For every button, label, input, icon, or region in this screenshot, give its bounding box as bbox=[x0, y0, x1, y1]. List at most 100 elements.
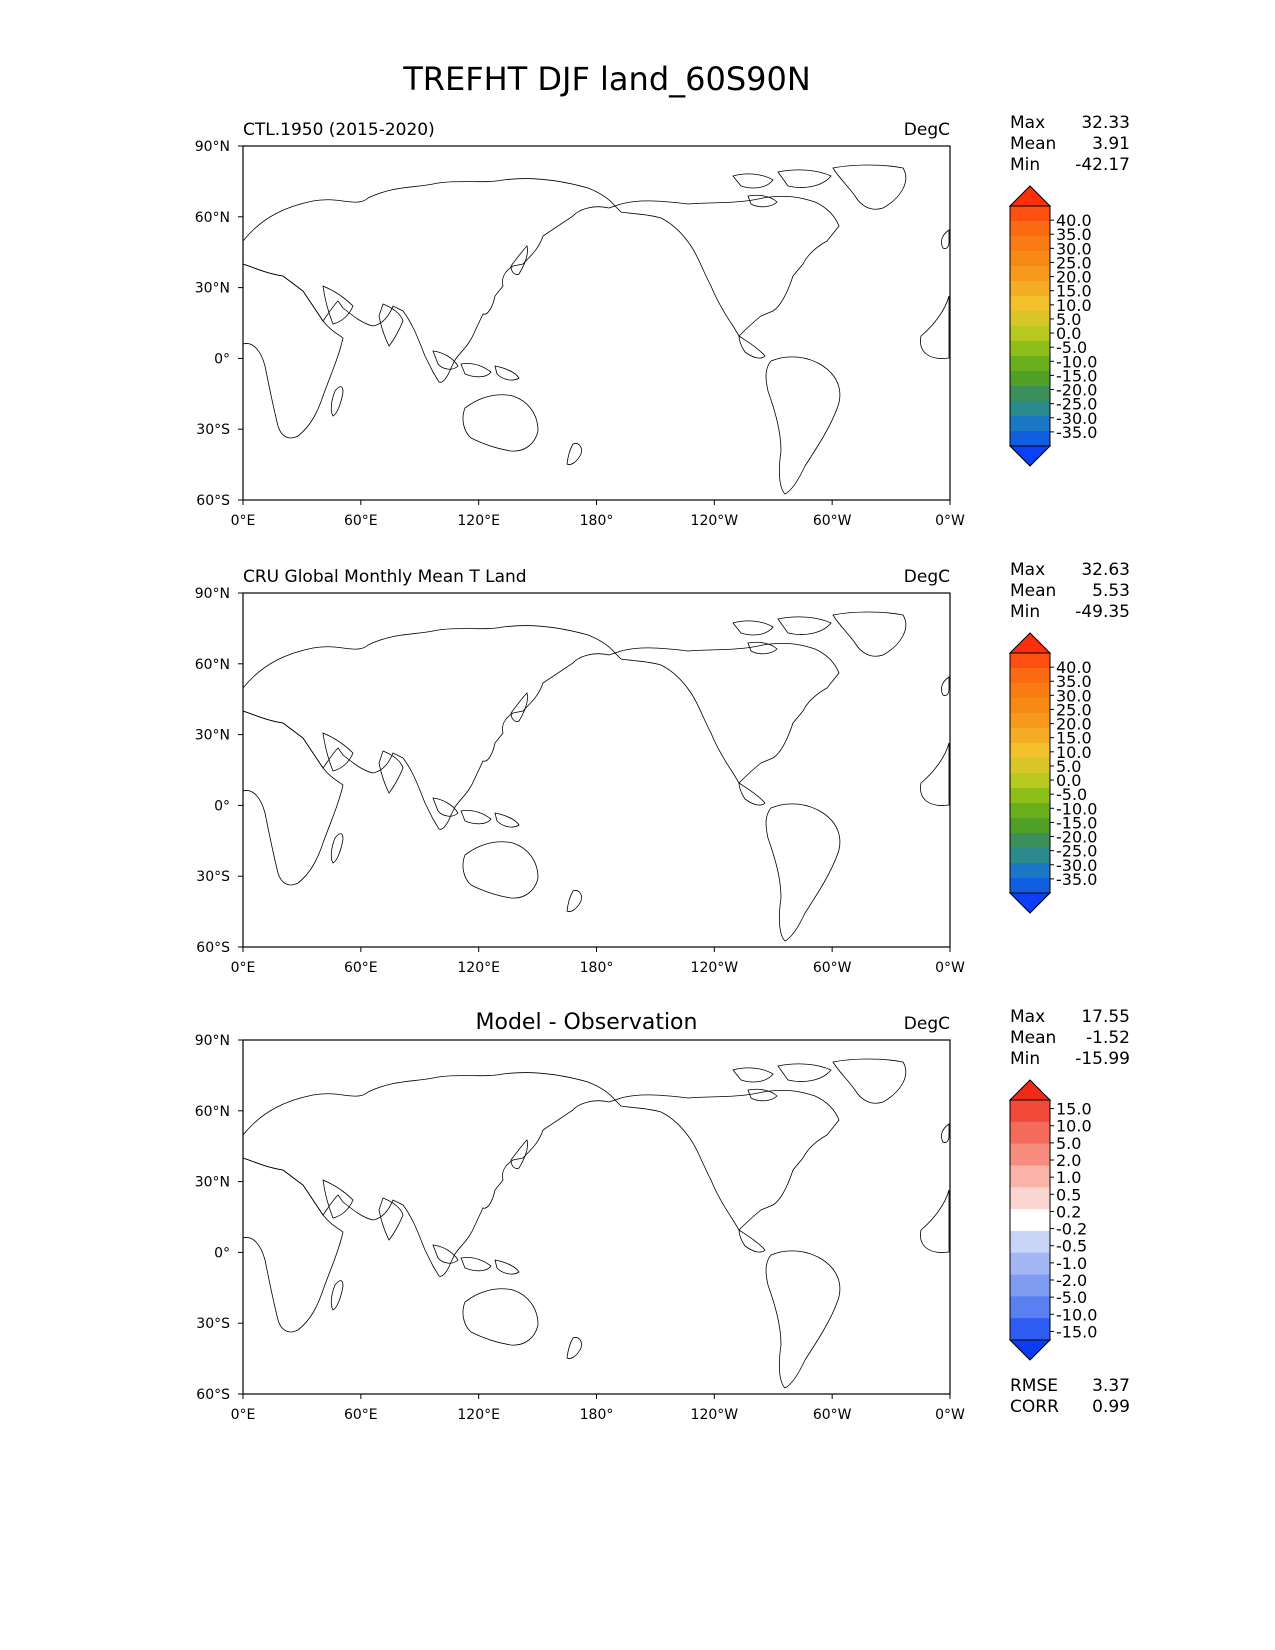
lon-tick-label: 60°E bbox=[344, 513, 378, 529]
colorbar-tick-label: -5.0 bbox=[1056, 1288, 1087, 1307]
lat-tick-label: 60°N bbox=[195, 657, 230, 673]
colorbar-tick-label: -25.0 bbox=[1056, 395, 1097, 414]
colorbar-tick-label: -35.0 bbox=[1056, 870, 1097, 889]
lon-tick-label: 60°W bbox=[813, 1407, 852, 1423]
colorbar-tick-label: -0.5 bbox=[1056, 1237, 1087, 1256]
extra-stat-value: 3.37 bbox=[1092, 1376, 1130, 1396]
stat-value: 17.55 bbox=[1081, 1007, 1130, 1027]
lon-tick-label: 0°W bbox=[935, 1407, 965, 1423]
colorbar: 40.035.030.025.020.015.010.05.00.0-5.0-1… bbox=[1008, 185, 1097, 467]
colorbar-tick-label: 30.0 bbox=[1056, 239, 1092, 258]
stat-label: Mean bbox=[1010, 134, 1056, 154]
lat-tick-label: 0° bbox=[214, 351, 230, 367]
colorbar-tick-label: -10.0 bbox=[1056, 1305, 1097, 1324]
colorbar-tick-label: 10.0 bbox=[1056, 743, 1092, 762]
stat-value: 32.63 bbox=[1081, 560, 1130, 580]
colorbar-tick-label: -10.0 bbox=[1056, 352, 1097, 371]
colorbar-tick-label: -35.0 bbox=[1056, 423, 1097, 442]
colorbar-tick-label: 2.0 bbox=[1056, 1151, 1081, 1170]
lat-tick-label: 30°S bbox=[196, 422, 230, 438]
colorbar: 15.010.05.02.01.00.50.2-0.2-0.5-1.0-2.0-… bbox=[1008, 1079, 1097, 1361]
colorbar-tick-label: 35.0 bbox=[1056, 225, 1092, 244]
colorbar-tick-label: 10.0 bbox=[1056, 296, 1092, 315]
colorbar-tick-label: 5.0 bbox=[1056, 310, 1081, 329]
colorbar: 40.035.030.025.020.015.010.05.00.0-5.0-1… bbox=[1008, 632, 1097, 914]
colorbar-tick-label: 0.0 bbox=[1056, 324, 1081, 343]
stat-label: Min bbox=[1010, 1049, 1040, 1069]
colorbar-tick-label: -5.0 bbox=[1056, 338, 1087, 357]
lon-tick-label: 0°E bbox=[231, 513, 256, 529]
lat-tick-label: 90°N bbox=[195, 586, 230, 602]
colorbar-tick-label: 25.0 bbox=[1056, 700, 1092, 719]
lat-tick-label: 60°S bbox=[196, 1387, 230, 1403]
colorbar-tick-label: 0.2 bbox=[1056, 1202, 1081, 1221]
map-background bbox=[243, 593, 950, 947]
colorbar-tick-label: -10.0 bbox=[1056, 799, 1097, 818]
panels: CTL.1950 (2015-2020) DegC 0°E 60°E 120°E 180°… bbox=[195, 113, 1130, 1423]
lon-tick-label: 120°W bbox=[691, 960, 739, 976]
lat-tick-label: 30°N bbox=[195, 728, 230, 744]
colorbar-tick-label: 10.0 bbox=[1056, 1117, 1092, 1136]
lon-tick-label: 180° bbox=[580, 1407, 614, 1423]
lon-tick-label: 0°W bbox=[935, 960, 965, 976]
lon-tick-label: 120°W bbox=[691, 1407, 739, 1423]
lat-tick-label: 30°S bbox=[196, 1316, 230, 1332]
colorbar-tick-label: 15.0 bbox=[1056, 729, 1092, 748]
colorbar-tick-label: 0.5 bbox=[1056, 1185, 1081, 1204]
lon-tick-label: 0°E bbox=[231, 1407, 256, 1423]
colorbar-tick-label: 40.0 bbox=[1056, 211, 1092, 230]
colorbar-tick-label: -5.0 bbox=[1056, 785, 1087, 804]
extra-stat-label: CORR bbox=[1010, 1397, 1059, 1417]
stat-label: Max bbox=[1010, 560, 1045, 580]
figure-title: TREFHT DJF land_60S90N bbox=[402, 60, 811, 98]
colorbar-tick-label: -30.0 bbox=[1056, 409, 1097, 428]
lon-tick-label: 60°W bbox=[813, 960, 852, 976]
colorbar-tick-label: 20.0 bbox=[1056, 715, 1092, 734]
panel-units: DegC bbox=[904, 1014, 950, 1034]
colorbar-tick-label: -0.2 bbox=[1056, 1220, 1087, 1239]
stat-value: -49.35 bbox=[1075, 602, 1130, 622]
stat-label: Mean bbox=[1010, 581, 1056, 601]
lon-tick-label: 60°W bbox=[813, 513, 852, 529]
lat-tick-label: 30°N bbox=[195, 1175, 230, 1191]
colorbar-tick-label: -20.0 bbox=[1056, 828, 1097, 847]
lon-tick-label: 180° bbox=[580, 513, 614, 529]
lon-tick-label: 60°E bbox=[344, 1407, 378, 1423]
extra-stat-value: 0.99 bbox=[1092, 1397, 1130, 1417]
lon-tick-label: 120°E bbox=[457, 513, 500, 529]
stat-label: Min bbox=[1010, 155, 1040, 175]
lon-tick-label: 0°W bbox=[935, 513, 965, 529]
colorbar-tick-label: 25.0 bbox=[1056, 253, 1092, 272]
lat-tick-label: 60°S bbox=[196, 940, 230, 956]
stat-value: 3.91 bbox=[1092, 134, 1130, 154]
lon-tick-label: 120°E bbox=[457, 960, 500, 976]
colorbar-tick-label: -1.0 bbox=[1056, 1254, 1087, 1273]
lat-tick-label: 90°N bbox=[195, 1033, 230, 1049]
lon-tick-label: 180° bbox=[580, 960, 614, 976]
lat-tick-label: 30°S bbox=[196, 869, 230, 885]
lon-tick-label: 120°W bbox=[691, 513, 739, 529]
colorbar-tick-label: 0.0 bbox=[1056, 771, 1081, 790]
lat-tick-label: 0° bbox=[214, 1245, 230, 1261]
lat-tick-label: 0° bbox=[214, 798, 230, 814]
stat-value: 5.53 bbox=[1092, 581, 1130, 601]
colorbar-tick-label: 40.0 bbox=[1056, 658, 1092, 677]
stat-value: 32.33 bbox=[1081, 113, 1130, 133]
lat-tick-label: 60°N bbox=[195, 1104, 230, 1120]
stat-label: Mean bbox=[1010, 1028, 1056, 1048]
colorbar-tick-label: -30.0 bbox=[1056, 856, 1097, 875]
lat-tick-label: 90°N bbox=[195, 139, 230, 155]
stat-label: Min bbox=[1010, 602, 1040, 622]
colorbar-tick-label: 5.0 bbox=[1056, 1134, 1081, 1153]
colorbar-tick-label: -2.0 bbox=[1056, 1271, 1087, 1290]
extra-stat-label: RMSE bbox=[1010, 1376, 1058, 1396]
stat-value: -1.52 bbox=[1086, 1028, 1130, 1048]
panel-title: CRU Global Monthly Mean T Land bbox=[243, 567, 527, 587]
colorbar-tick-label: -15.0 bbox=[1056, 813, 1097, 832]
stat-label: Max bbox=[1010, 1007, 1045, 1027]
lon-tick-label: 60°E bbox=[344, 960, 378, 976]
lat-tick-label: 30°N bbox=[195, 281, 230, 297]
map-background bbox=[243, 1040, 950, 1394]
colorbar-tick-label: 20.0 bbox=[1056, 268, 1092, 287]
